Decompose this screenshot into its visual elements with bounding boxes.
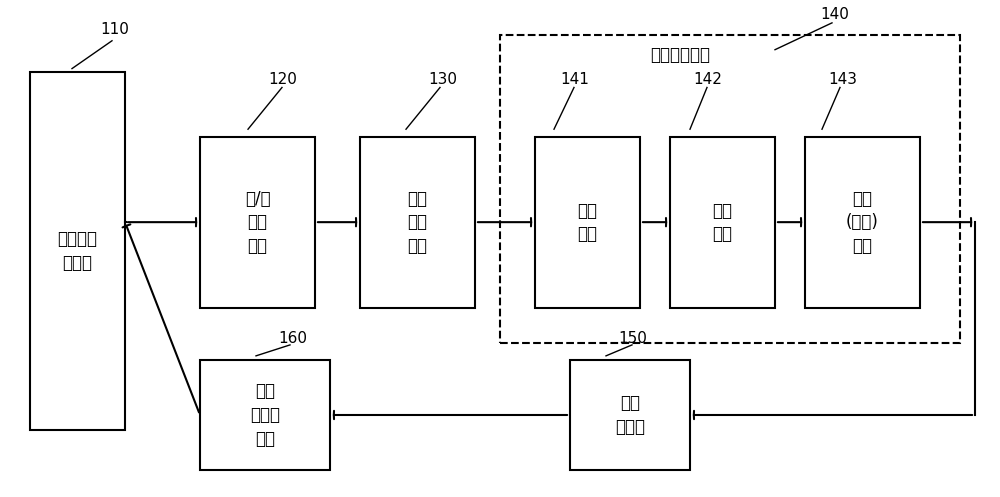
Text: 机械
(武器)
装备: 机械 (武器) 装备: [846, 190, 879, 255]
Text: 141: 141: [560, 72, 589, 87]
Bar: [805, 137, 920, 308]
Text: 143: 143: [828, 72, 857, 87]
Bar: [535, 137, 640, 308]
Text: 数字控制
计算机: 数字控制 计算机: [58, 230, 98, 272]
Text: 120: 120: [268, 72, 297, 87]
Bar: [30, 72, 125, 430]
Text: 驱动
电机: 驱动 电机: [578, 202, 598, 243]
Text: 随动执行机构: 随动执行机构: [650, 46, 710, 64]
Text: 130: 130: [428, 72, 457, 87]
Bar: [670, 137, 775, 308]
Text: 110: 110: [100, 22, 129, 37]
Text: 光电
编码器: 光电 编码器: [615, 394, 645, 436]
Bar: [360, 137, 475, 308]
Bar: [200, 360, 330, 470]
Bar: [200, 137, 315, 308]
Bar: [500, 35, 960, 343]
Text: 140: 140: [820, 7, 849, 22]
Text: 联轴
机构: 联轴 机构: [712, 202, 732, 243]
Text: 功率
驱动
模块: 功率 驱动 模块: [408, 190, 428, 255]
Text: 数/模
转换
模块: 数/模 转换 模块: [245, 190, 270, 255]
Bar: [570, 360, 690, 470]
Text: 高速
计数器
模块: 高速 计数器 模块: [250, 382, 280, 448]
Text: 150: 150: [618, 331, 647, 346]
Text: 160: 160: [278, 331, 307, 346]
Text: 142: 142: [693, 72, 722, 87]
